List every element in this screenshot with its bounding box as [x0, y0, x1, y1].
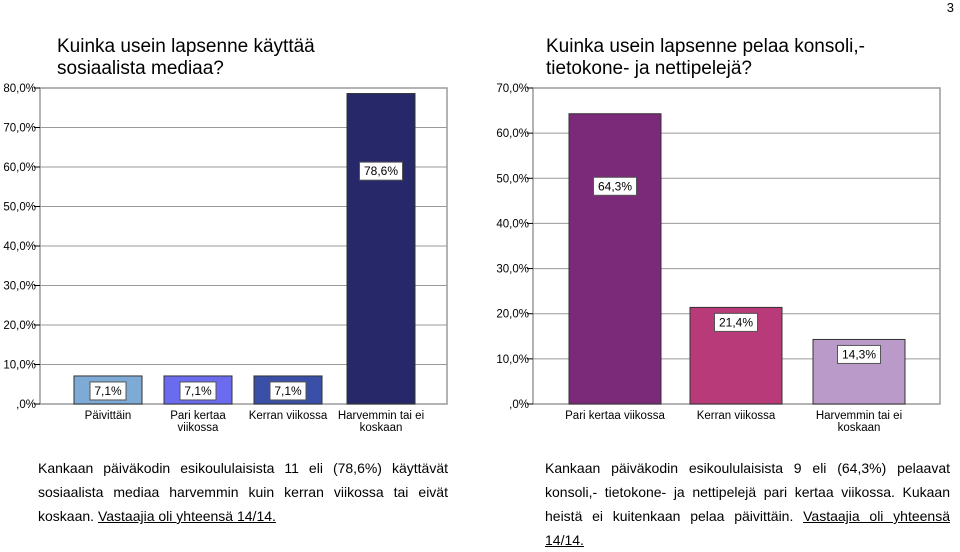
- y-tick-label: 30,0%: [3, 281, 36, 293]
- data-label: 21,4%: [719, 315, 753, 329]
- social-media-chart: ,0% 10,0% 20,0% 30,0% 40,0% 50,0% 60,0% 70,0% 80…: [3, 83, 448, 434]
- right-caption-text: Kankaan päiväkodin esikoululaisista 9 el…: [545, 460, 950, 524]
- data-label-box: [269, 381, 307, 401]
- left-caption: Kankaan päiväkodin esikoululaisista 11 e…: [38, 456, 448, 528]
- data-label-box: [359, 161, 403, 181]
- y-tick-label: 20,0%: [3, 320, 36, 332]
- y-tick-label: ,0%: [16, 399, 36, 411]
- y-tick-label: 60,0%: [496, 128, 529, 140]
- y-tick-label: 50,0%: [3, 202, 36, 214]
- data-label: 7,1%: [274, 384, 302, 398]
- left-caption-text: Kankaan päiväkodin esikoululaisista 11 e…: [38, 460, 448, 524]
- x-category-label: Päivittäin: [85, 410, 132, 422]
- right-caption-respondents: Vastaajia oli yhteensä 14/14.: [545, 508, 950, 548]
- data-label: 14,3%: [842, 347, 876, 361]
- y-tick-label: 10,0%: [3, 360, 36, 372]
- page-number: 3: [946, 0, 954, 15]
- x-category-label: Harvemmin tai ei: [816, 410, 902, 422]
- bar: [568, 113, 662, 405]
- data-label: 78,6%: [364, 164, 398, 178]
- left-title-line2: sosiaalista mediaa?: [57, 58, 224, 79]
- right-title-line2: tietokone- ja nettipelejä?: [546, 58, 752, 79]
- x-category-label: koskaan: [360, 422, 403, 434]
- data-label-box: [89, 381, 127, 401]
- y-tick-label: 40,0%: [3, 241, 36, 253]
- left-caption-respondents: Vastaajia oli yhteensä 14/14.: [97, 508, 276, 524]
- y-tick-label: 70,0%: [496, 83, 529, 95]
- x-category-label: Pari kertaa: [170, 410, 226, 422]
- data-label: 7,1%: [94, 384, 122, 398]
- y-tick-label: 50,0%: [496, 173, 529, 185]
- data-label: 64,3%: [598, 179, 632, 193]
- y-tick-label: 70,0%: [3, 123, 36, 135]
- y-tick-label: ,0%: [509, 399, 529, 411]
- gaming-chart: ,0% 10,0% 20,0% 30,0% 40,0% 50,0% 60,0% 70,0% 64…: [496, 83, 941, 434]
- x-category-label: Pari kertaa viikossa: [565, 410, 665, 422]
- y-tick-label: 10,0%: [496, 354, 529, 366]
- data-label-box: [714, 312, 758, 332]
- data-label-box: [837, 344, 881, 364]
- y-tick-label: 30,0%: [496, 264, 529, 276]
- data-label-box: [179, 381, 217, 401]
- x-category-label: Kerran viikossa: [249, 410, 328, 422]
- y-tick-label: 20,0%: [496, 309, 529, 321]
- y-tick-label: 60,0%: [3, 162, 36, 174]
- x-category-label: koskaan: [838, 422, 881, 434]
- right-caption: Kankaan päiväkodin esikoululaisista 9 el…: [545, 456, 950, 552]
- y-tick-label: 40,0%: [496, 218, 529, 230]
- left-chart-title: Kuinka usein lapsenne käyttää sosiaalist…: [57, 36, 377, 80]
- x-category-label: Kerran viikossa: [697, 410, 776, 422]
- right-title-line1: Kuinka usein lapsenne pelaa konsoli,-: [546, 36, 865, 57]
- right-chart-title: Kuinka usein lapsenne pelaa konsoli,- ti…: [546, 36, 906, 80]
- data-label-box: [593, 176, 637, 196]
- x-category-label: Harvemmin tai ei: [338, 410, 424, 422]
- y-tick-label: 80,0%: [3, 83, 36, 95]
- bar: [346, 93, 416, 405]
- data-label: 7,1%: [184, 384, 212, 398]
- x-category-label: viikossa: [178, 422, 220, 434]
- left-title-line1: Kuinka usein lapsenne käyttää: [57, 36, 315, 57]
